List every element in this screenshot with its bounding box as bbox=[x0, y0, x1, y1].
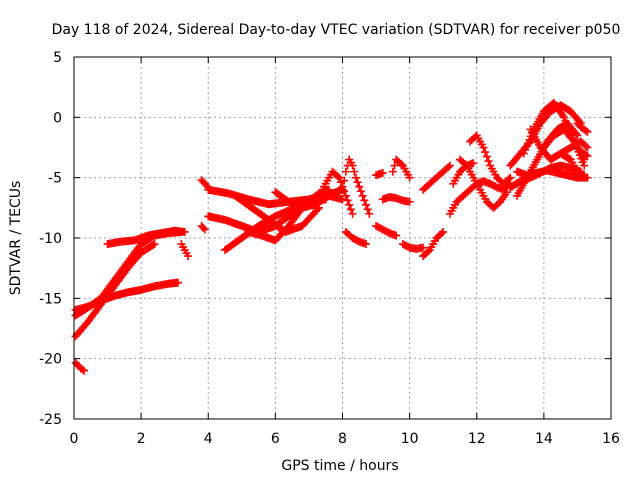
data-point bbox=[419, 243, 428, 252]
data-point bbox=[353, 178, 362, 187]
x-tick-labels: 0 2 4 6 8 10 12 14 16 bbox=[70, 431, 620, 447]
data-point bbox=[355, 182, 364, 191]
data-point bbox=[506, 173, 515, 182]
data-point bbox=[363, 205, 372, 214]
x-tick-label: 2 bbox=[137, 431, 146, 447]
data-point bbox=[578, 170, 587, 179]
y-axis-title: SDTVAR / TECUs bbox=[8, 181, 24, 296]
x-axis-title: GPS time / hours bbox=[281, 458, 398, 474]
y-tick-label: 5 bbox=[53, 50, 62, 66]
data-point bbox=[356, 187, 365, 196]
data-point bbox=[338, 185, 347, 194]
y-tick-label: -20 bbox=[39, 352, 62, 368]
data-point bbox=[580, 171, 589, 180]
data-point bbox=[469, 159, 478, 168]
data-point bbox=[180, 227, 189, 236]
data-point bbox=[502, 188, 511, 197]
y-tick-label: -5 bbox=[48, 171, 62, 187]
data-point bbox=[149, 240, 158, 249]
x-tick-label: 4 bbox=[204, 431, 213, 447]
data-point bbox=[405, 173, 414, 182]
data-point bbox=[484, 157, 493, 166]
data-point bbox=[350, 167, 359, 176]
data-point bbox=[360, 196, 369, 205]
data-point bbox=[335, 173, 344, 182]
y-tick-labels: 5 0 -5 -10 -15 -20 -25 bbox=[39, 50, 62, 428]
data-point bbox=[439, 227, 448, 236]
data-point bbox=[388, 167, 397, 176]
chart-title: Day 118 of 2024, Sidereal Day-to-day VTE… bbox=[52, 22, 621, 38]
data-point bbox=[568, 135, 577, 144]
data-point bbox=[392, 231, 401, 240]
x-tick-label: 14 bbox=[535, 431, 553, 447]
data-point bbox=[348, 209, 357, 218]
data-point bbox=[184, 252, 193, 261]
data-point bbox=[340, 187, 349, 196]
x-tick-label: 8 bbox=[338, 431, 347, 447]
x-tick-label: 16 bbox=[602, 431, 620, 447]
data-point bbox=[346, 205, 355, 214]
data-point bbox=[174, 278, 183, 287]
data-point bbox=[150, 240, 159, 249]
data-point bbox=[358, 191, 367, 200]
y-tick-label: -25 bbox=[39, 412, 62, 428]
data-point bbox=[583, 127, 592, 136]
data-point bbox=[583, 151, 592, 160]
data-point bbox=[581, 126, 590, 135]
data-point bbox=[424, 247, 433, 256]
data-point bbox=[78, 365, 87, 374]
data-point bbox=[397, 160, 406, 169]
data-point bbox=[390, 161, 399, 170]
data-point bbox=[361, 240, 370, 249]
data-point bbox=[481, 148, 490, 157]
data-point bbox=[378, 168, 387, 177]
data-point bbox=[581, 150, 590, 159]
data-point bbox=[199, 223, 208, 232]
data-point bbox=[504, 175, 513, 184]
data-markers bbox=[71, 98, 592, 375]
axis-ticks bbox=[73, 56, 612, 420]
data-point bbox=[348, 161, 357, 170]
data-point bbox=[445, 161, 454, 170]
data-point bbox=[482, 152, 491, 161]
data-point bbox=[573, 131, 582, 140]
data-point bbox=[351, 173, 360, 182]
x-tick-label: 6 bbox=[271, 431, 280, 447]
data-point bbox=[361, 200, 370, 209]
y-tick-label: -10 bbox=[39, 231, 62, 247]
data-point bbox=[583, 143, 592, 152]
x-tick-label: 10 bbox=[401, 431, 419, 447]
data-point bbox=[405, 197, 414, 206]
data-point bbox=[341, 191, 350, 200]
y-tick-label: -15 bbox=[39, 291, 62, 307]
data-point bbox=[333, 172, 342, 181]
y-tick-label: 0 bbox=[53, 110, 62, 126]
data-point bbox=[365, 209, 374, 218]
data-point bbox=[581, 141, 590, 150]
data-point bbox=[479, 143, 488, 152]
data-point bbox=[341, 167, 350, 176]
data-point bbox=[571, 129, 580, 138]
data-point bbox=[340, 176, 349, 185]
data-point bbox=[444, 163, 453, 172]
data-point bbox=[437, 229, 446, 238]
data-point bbox=[200, 225, 209, 234]
data-point bbox=[343, 196, 352, 205]
x-tick-label: 0 bbox=[70, 431, 79, 447]
data-point bbox=[202, 181, 211, 190]
data-point bbox=[345, 200, 354, 209]
x-tick-label: 12 bbox=[468, 431, 486, 447]
data-point bbox=[80, 366, 89, 375]
